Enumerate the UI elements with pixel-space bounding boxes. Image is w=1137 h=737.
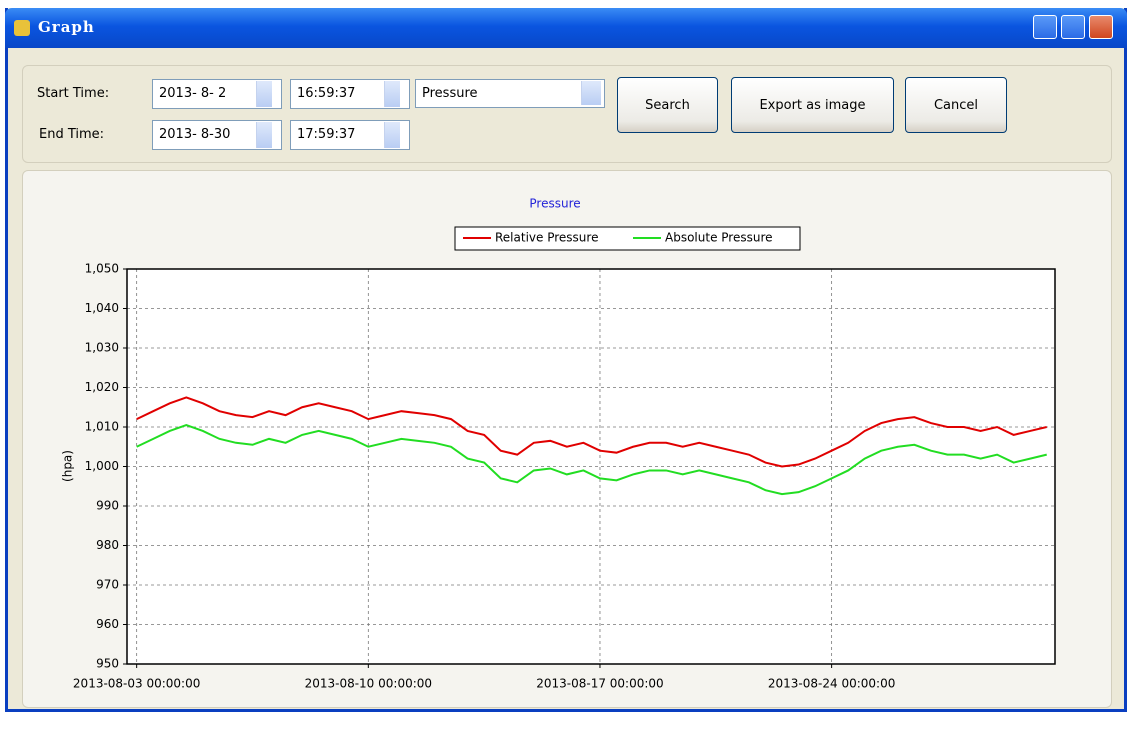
y-tick-label: 980	[96, 538, 119, 552]
cancel-button[interactable]: Cancel	[905, 77, 1007, 133]
spinner[interactable]	[256, 122, 272, 148]
line-series	[136, 423, 1047, 496]
dropdown-arrow[interactable]	[581, 81, 601, 105]
start-label: Start Time:	[37, 86, 110, 101]
y-tick-label: 970	[96, 578, 119, 592]
window-title: Graph	[38, 18, 95, 36]
y-tick-label: 990	[96, 499, 119, 513]
dropdown[interactable]: Pressure	[415, 79, 605, 108]
maximize-button[interactable]	[1061, 15, 1085, 39]
end-label: End Time:	[39, 127, 105, 142]
legend-label: Absolute Pressure	[665, 231, 773, 245]
close-button[interactable]	[1089, 15, 1113, 39]
x-tick-label: 2013-08-10 00:00:00	[305, 677, 432, 691]
y-tick-label: 1,050	[85, 262, 119, 276]
x-tick-label: 2013-08-03 00:00:00	[73, 677, 200, 691]
y-tick-label: 1,020	[85, 380, 119, 394]
y-tick-label: 1,010	[85, 420, 119, 434]
minimize-button[interactable]	[1033, 15, 1057, 39]
spinner[interactable]	[384, 122, 400, 148]
title-bar	[5, 8, 1127, 48]
y-tick-label: 950	[96, 657, 119, 671]
spinner[interactable]	[384, 81, 400, 107]
plot-border	[126, 268, 1056, 665]
y-tick-label: 1,040	[85, 301, 119, 315]
chart-title: Pressure	[529, 197, 580, 211]
y-tick-label: 1,000	[85, 459, 119, 473]
app-icon	[14, 20, 30, 36]
y-tick-label: 1,030	[85, 341, 119, 355]
search-button[interactable]: Search	[617, 77, 718, 133]
spinner[interactable]	[256, 81, 272, 107]
controls-panel	[22, 65, 1112, 163]
x-tick-label: 2013-08-17 00:00:00	[536, 677, 663, 691]
chart: Pressure (hpa) 950 960 970 980 990 1,000 1,010…	[61, 197, 1056, 691]
y-axis-label: (hpa)	[61, 450, 75, 482]
y-tick-label: 960	[96, 617, 119, 631]
export-button[interactable]: Export as image	[731, 77, 894, 133]
legend-label: Relative Pressure	[495, 231, 598, 245]
line-series	[136, 396, 1047, 468]
legend-box	[454, 226, 801, 251]
x-tick-label: 2013-08-24 00:00:00	[768, 677, 895, 691]
